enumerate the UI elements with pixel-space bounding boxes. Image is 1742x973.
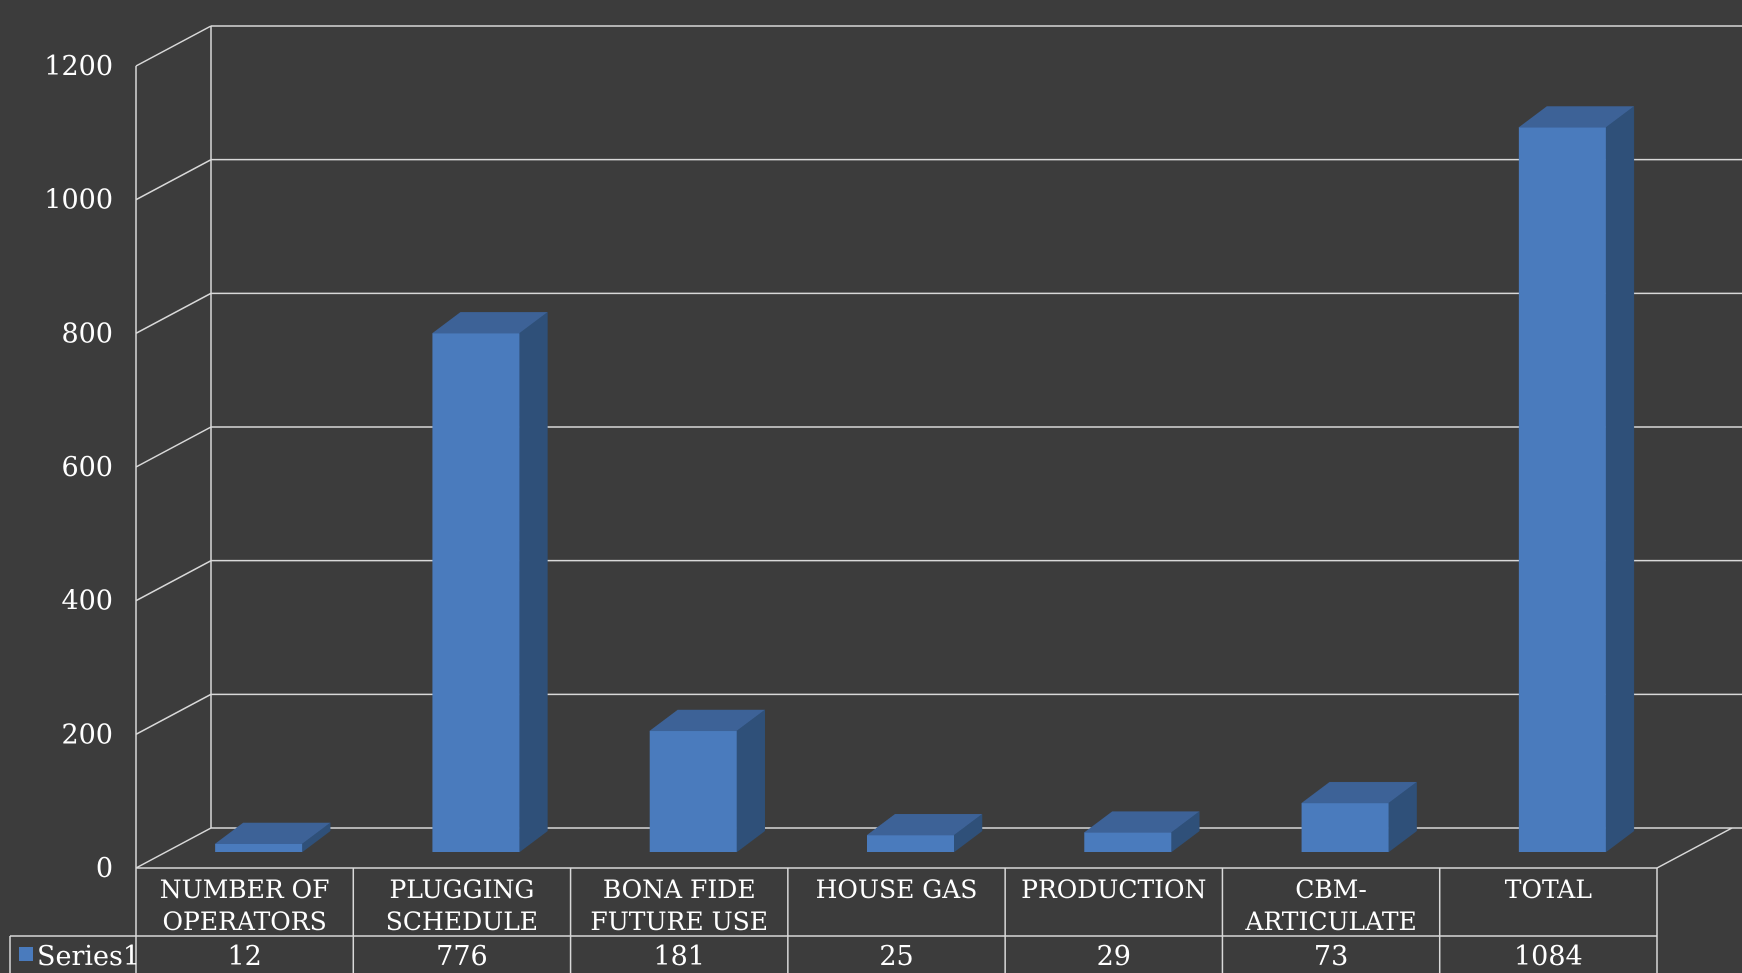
data-label: 25 bbox=[879, 941, 913, 972]
y-tick-label: 600 bbox=[61, 452, 113, 483]
gridline-diagonal bbox=[135, 292, 212, 334]
bar bbox=[215, 843, 303, 852]
gridlines bbox=[135, 25, 1742, 869]
legend-series-name: Series1 bbox=[37, 941, 140, 972]
data-label: 29 bbox=[1097, 941, 1131, 972]
bar bbox=[432, 333, 520, 853]
data-table: Series1 NUMBER OF OPERATORS 12 PLUGGING SCHED… bbox=[9, 868, 1658, 973]
bar bbox=[867, 835, 954, 852]
data-label: 12 bbox=[227, 941, 261, 972]
data-label: 181 bbox=[653, 941, 705, 972]
y-tick-label: 400 bbox=[61, 586, 113, 617]
gridline-diagonal bbox=[135, 159, 212, 201]
y-tick-label: 1200 bbox=[44, 51, 113, 82]
data-label: 776 bbox=[436, 941, 488, 972]
bar bbox=[1518, 127, 1606, 852]
floor-right-edge bbox=[1656, 827, 1733, 869]
y-tick-label: 0 bbox=[96, 853, 113, 884]
x-tick-label: HOUSE GAS bbox=[816, 875, 978, 904]
x-tick-label: NUMBER OF bbox=[160, 875, 330, 904]
x-tick-label: PLUGGING bbox=[390, 875, 535, 904]
x-tick-label: FUTURE USE bbox=[590, 907, 768, 936]
x-tick-label: ARTICULATE bbox=[1244, 907, 1416, 936]
bar-side bbox=[519, 311, 548, 853]
bar bbox=[649, 731, 737, 852]
x-tick-label: PRODUCTION bbox=[1021, 875, 1206, 904]
gridline-diagonal bbox=[135, 25, 212, 67]
bar bbox=[1301, 803, 1389, 852]
x-tick-label: BONA FIDE bbox=[603, 875, 756, 904]
gridline-diagonal bbox=[135, 693, 212, 735]
bar bbox=[1084, 832, 1172, 852]
data-label: 1084 bbox=[1514, 941, 1583, 972]
x-tick-label: SCHEDULE bbox=[386, 907, 538, 936]
x-tick-label: TOTAL bbox=[1505, 875, 1592, 904]
y-tick-label: 1000 bbox=[44, 185, 113, 216]
bars bbox=[214, 106, 1635, 853]
bar-side bbox=[1605, 106, 1635, 853]
legend-key bbox=[19, 947, 33, 961]
y-tick-label: 800 bbox=[61, 318, 113, 349]
gridline-diagonal bbox=[135, 560, 212, 602]
y-axis: 0 200 400 600 800 1000 1200 bbox=[44, 51, 113, 884]
bar-side bbox=[736, 709, 765, 853]
y-tick-label: 200 bbox=[61, 719, 113, 750]
x-tick-label: CBM- bbox=[1295, 875, 1367, 904]
gridline-diagonal bbox=[135, 426, 212, 468]
data-label: 73 bbox=[1314, 941, 1348, 972]
x-tick-label: OPERATORS bbox=[163, 907, 327, 936]
chart-walls bbox=[135, 26, 1733, 869]
gridline-diagonal bbox=[135, 827, 212, 869]
